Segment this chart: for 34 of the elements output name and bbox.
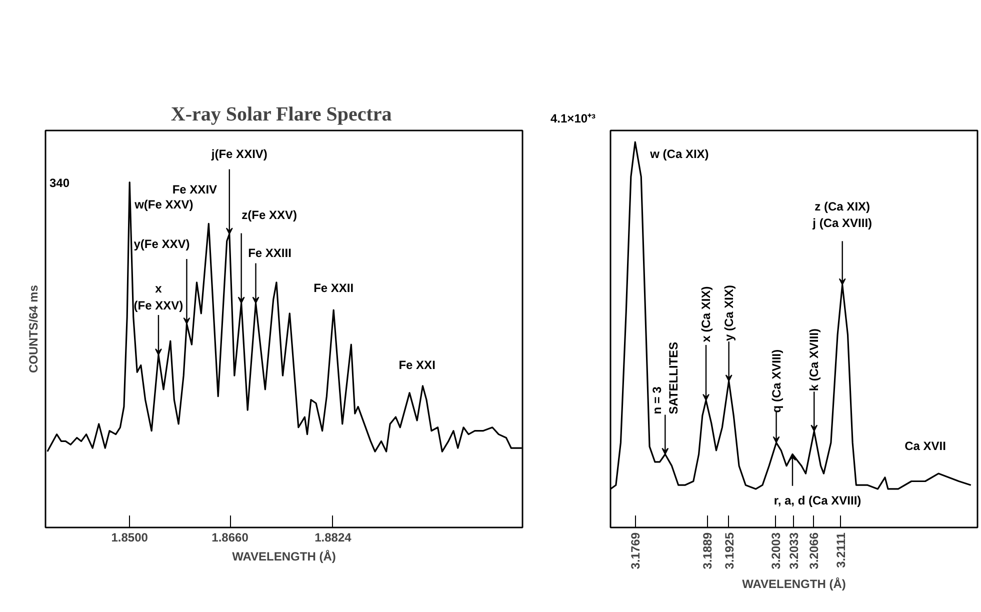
annotation: Fe XXIII <box>248 246 292 260</box>
x-tick-label: 3.2003 <box>769 532 784 570</box>
x-axis-title: WAVELENGTH (Å) <box>232 550 336 564</box>
x-axis-title: WAVELENGTH (Å) <box>742 577 846 592</box>
annotation: q (Ca XVIII) <box>769 349 784 413</box>
annotation: j(Fe XXIV) <box>210 147 268 162</box>
annotation: x (Ca XIX) <box>699 286 714 342</box>
annotation: y(Fe XXV) <box>134 236 190 251</box>
x-tick-label: 1.8824 <box>314 530 352 544</box>
annotation: Fe XXIV <box>172 182 218 197</box>
x-tick-label: 3.2066 <box>807 532 822 570</box>
x-tick-label: 3.2111 <box>834 532 848 568</box>
chart-title: X-ray Solar Flare Spectra <box>170 104 392 126</box>
annotation: w (Ca XIX) <box>649 147 709 162</box>
annotation: Fe XXI <box>398 358 436 372</box>
x-tick-label: 3.2033 <box>787 532 802 570</box>
x-tick-label: 3.1925 <box>722 532 736 570</box>
annotation: z(Fe XXV) <box>242 208 297 222</box>
x-tick-label: 3.1889 <box>700 532 715 570</box>
annotation: k (Ca XVIII) <box>807 328 822 392</box>
annotation: Fe XXII <box>314 281 354 296</box>
y-axis-title: COUNTS/64 ms <box>26 284 40 374</box>
annotation: w(Fe XXV) <box>134 197 194 212</box>
x-tick-label: 1.8500 <box>111 530 148 544</box>
x-tick-label: 3.1769 <box>628 532 643 570</box>
annotation: y (Ca XIX) <box>722 285 736 342</box>
annotation: r, a, d (Ca XVIII) <box>774 493 862 508</box>
annotation: 340 <box>50 176 70 190</box>
x-tick-label: 1.8660 <box>212 530 249 544</box>
text: 4.1×10⁺³ <box>550 112 596 126</box>
annotation: x (Fe XXV) <box>134 281 184 312</box>
annotation: Ca XVII <box>904 439 946 454</box>
annotation: z (Ca XIX) j (Ca XVIII) <box>812 199 872 230</box>
annotation: n = 3 SATELLITES <box>650 342 681 414</box>
